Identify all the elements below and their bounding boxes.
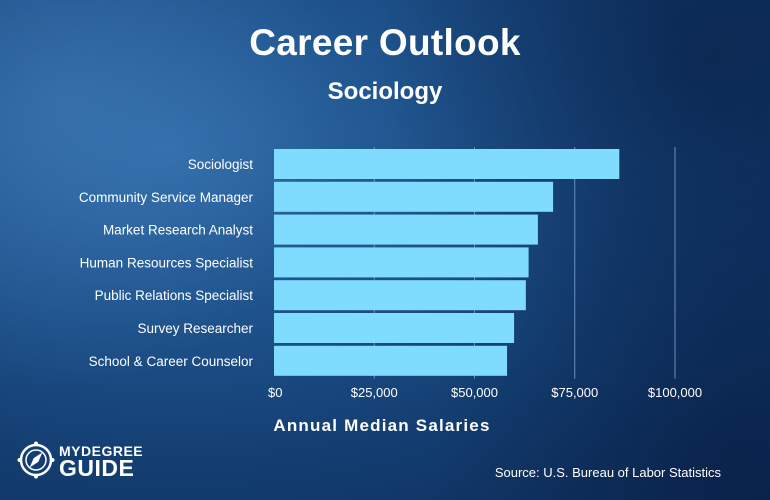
category-label: Survey Researcher [137,321,253,336]
x-tick-label: $0 [268,385,282,400]
logo-text-top: MYDEGREE [59,443,144,459]
logo: MYDEGREE GUIDE [17,441,157,483]
compass-icon [17,441,55,479]
bar [274,149,620,179]
page-subtitle: Sociology [327,78,443,105]
bars [274,149,620,376]
x-tick-label: $50,000 [451,385,498,400]
bar [274,214,538,245]
bar [274,345,508,376]
x-axis-label: Annual Median Salaries [273,416,491,435]
bar [274,181,554,212]
category-label: Sociologist [188,157,254,172]
x-tick-label: $25,000 [351,385,398,400]
category-label: Market Research Analyst [103,223,253,238]
x-tick-label: $75,000 [551,385,598,400]
bar [274,280,526,311]
category-labels: Sociologist Community Service Manager Mark… [79,157,254,369]
category-label: Public Relations Specialist [95,288,254,303]
x-tick-labels: $0 $25,000 $50,000 $75,000 $100,000 [268,385,702,400]
bar [274,313,515,343]
category-label: Community Service Manager [79,190,254,205]
category-label: School & Career Counselor [89,354,254,369]
source-note: Source: U.S. Bureau of Labor Statistics [494,465,721,480]
bar [274,247,529,278]
page-title: Career Outlook [249,22,521,63]
category-label: Human Resources Specialist [80,255,254,270]
logo-text-bottom: GUIDE [59,455,135,481]
x-tick-label: $100,000 [648,385,702,400]
